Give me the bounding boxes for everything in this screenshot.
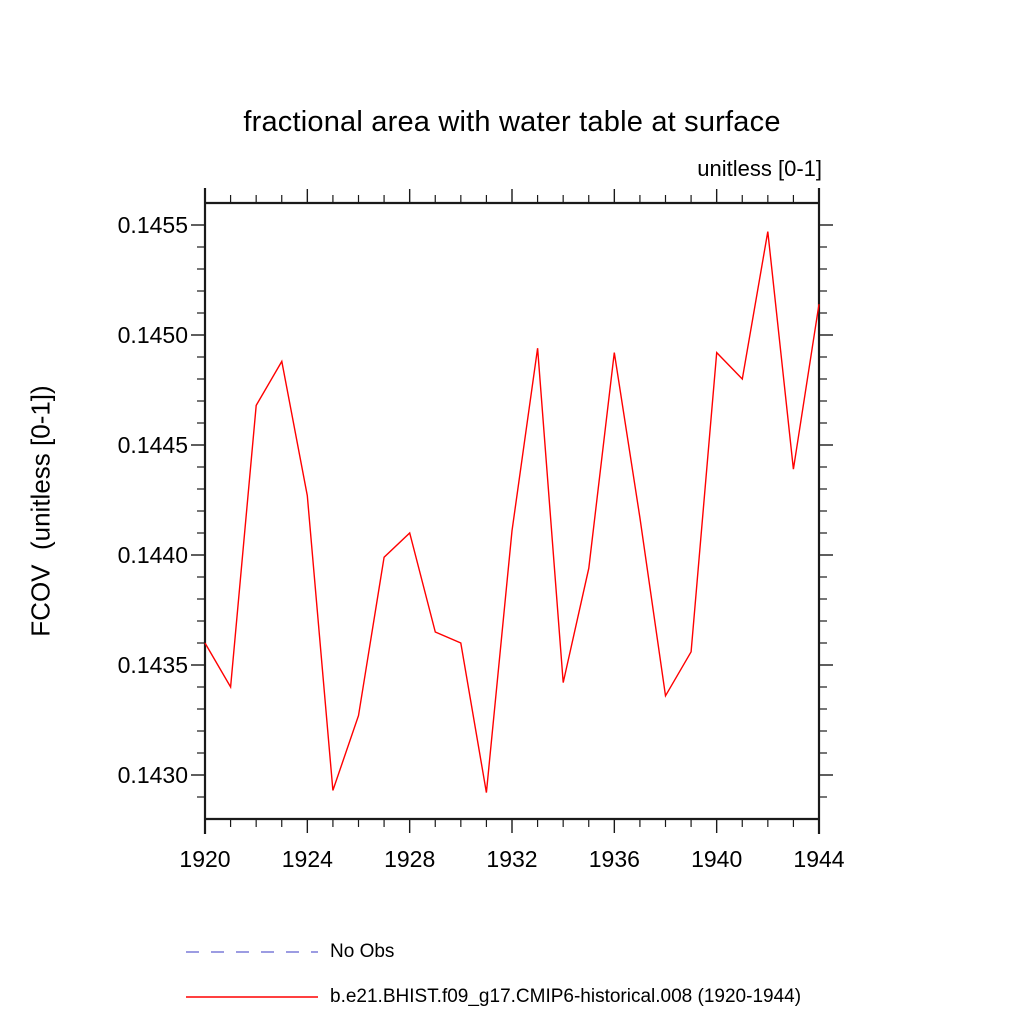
legend-label-series: b.e21.BHIST.f09_g17.CMIP6-historical.008… [330, 986, 802, 1007]
y-tick-label: 0.1430 [118, 762, 188, 788]
x-tick-label: 1928 [384, 846, 435, 872]
x-tick-label: 1932 [486, 846, 537, 872]
data-series-line [204, 231, 820, 793]
legend-label-no-obs: No Obs [330, 941, 395, 962]
x-tick-label: 1924 [282, 846, 333, 872]
x-tick-label: 1920 [179, 846, 230, 872]
x-tick-label: 1944 [793, 846, 844, 872]
x-tick-label: 1936 [589, 846, 640, 872]
x-tick-label: 1940 [691, 846, 742, 872]
chart-title: fractional area with water table at surf… [243, 106, 781, 138]
units-subtitle: unitless [0-1] [697, 156, 822, 181]
y-tick-label: 0.1455 [118, 212, 188, 238]
y-tick-label: 0.1435 [118, 652, 188, 678]
y-tick-label: 0.1445 [118, 432, 188, 458]
y-tick-label: 0.1450 [118, 322, 188, 348]
y-tick-label: 0.1440 [118, 542, 188, 568]
